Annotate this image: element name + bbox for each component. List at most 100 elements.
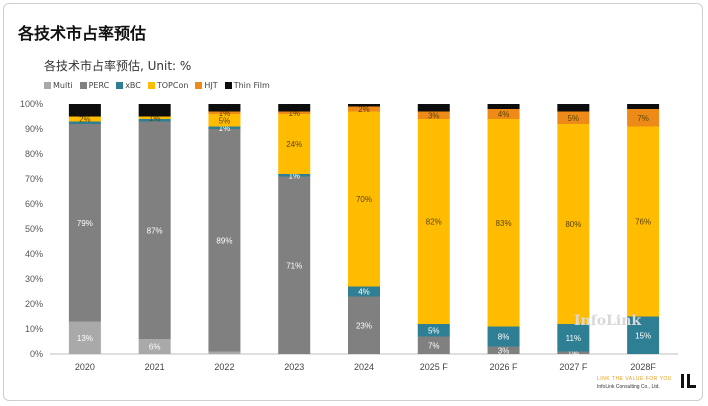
data-label: 2% bbox=[79, 115, 91, 124]
x-tick-label: 2020 bbox=[75, 362, 95, 372]
data-label: 76% bbox=[635, 218, 651, 227]
bar-segment-thin-film bbox=[417, 104, 450, 112]
data-label: 1% bbox=[219, 109, 231, 118]
y-tick-label: 20% bbox=[25, 299, 43, 309]
data-label: 1% bbox=[149, 114, 161, 123]
y-tick-label: 70% bbox=[25, 174, 43, 184]
legend-swatch bbox=[44, 82, 51, 89]
bar-segment-thin-film bbox=[68, 104, 101, 117]
legend-label: HJT bbox=[204, 81, 218, 90]
data-label: 5% bbox=[568, 114, 580, 123]
bar-segment-perc bbox=[557, 351, 590, 354]
data-label: 2% bbox=[358, 105, 370, 114]
legend-swatch bbox=[224, 82, 232, 89]
bar-segment-thin-film bbox=[627, 104, 660, 109]
infolink-logo-icon bbox=[681, 374, 696, 388]
data-label: 11% bbox=[566, 334, 581, 343]
bar-segment-xbc bbox=[278, 174, 311, 177]
data-label: 7% bbox=[428, 341, 440, 350]
legend-item-multi: Multi bbox=[44, 81, 73, 90]
data-label: 7% bbox=[637, 114, 649, 123]
bar-segment-xbc bbox=[138, 119, 171, 122]
bar-segment-multi bbox=[138, 339, 171, 354]
data-label: 5% bbox=[219, 116, 231, 125]
data-label: 87% bbox=[147, 226, 163, 235]
data-label: 70% bbox=[356, 195, 372, 204]
data-label: 83% bbox=[496, 219, 512, 228]
y-tick-label: 30% bbox=[25, 274, 43, 284]
bar-segment-multi bbox=[68, 321, 101, 354]
data-label: 6% bbox=[149, 343, 161, 352]
bar-segment-multi bbox=[208, 351, 241, 354]
bar-segment-thin-film bbox=[557, 104, 590, 112]
x-tick-label: 2028F bbox=[630, 362, 656, 372]
y-tick-label: 10% bbox=[25, 324, 43, 334]
chart-legend: Multi PERC xBC TOPCon HJT Thin Film bbox=[44, 81, 270, 90]
bar-segment-hjt bbox=[208, 111, 241, 114]
legend-item-perc: PERC bbox=[79, 81, 109, 90]
bar-segment-topcon bbox=[487, 119, 520, 327]
data-label: 89% bbox=[216, 236, 232, 245]
data-label: 1% bbox=[568, 349, 580, 358]
bar-segment-xbc bbox=[68, 121, 101, 124]
bar-segment-thin-film bbox=[208, 104, 241, 112]
bar-segment-hjt bbox=[487, 109, 520, 119]
y-tick-label: 60% bbox=[25, 199, 43, 209]
bar-segment-xbc bbox=[627, 316, 660, 354]
bar-segment-topcon bbox=[68, 116, 101, 122]
bar-segment-xbc bbox=[348, 286, 380, 297]
data-label: 24% bbox=[286, 140, 302, 149]
data-label: 4% bbox=[358, 288, 370, 297]
y-tick-label: 80% bbox=[25, 149, 43, 159]
legend-label: TOPCon bbox=[156, 81, 189, 90]
bar-segment-hjt bbox=[557, 111, 590, 124]
bar-segment-perc bbox=[348, 296, 380, 354]
bar-segment-thin-film bbox=[138, 104, 171, 117]
bar-segment-hjt bbox=[278, 111, 311, 114]
bar-segment-perc bbox=[208, 129, 241, 352]
bar-segment-topcon bbox=[348, 111, 380, 287]
data-label: 4% bbox=[498, 110, 510, 119]
bar-segment-hjt bbox=[417, 111, 450, 119]
bar-segment-perc bbox=[278, 176, 311, 354]
bar-segment-perc bbox=[417, 336, 450, 354]
bar-segment-hjt bbox=[348, 106, 380, 112]
bar-segment-topcon bbox=[278, 114, 311, 174]
bar-segment-xbc bbox=[417, 324, 450, 337]
bar-segment-thin-film bbox=[487, 104, 520, 109]
legend-item-topcon: TOPCon bbox=[147, 81, 189, 90]
bar-segment-perc bbox=[138, 121, 171, 339]
data-label: 8% bbox=[498, 333, 510, 342]
bar-segment-topcon bbox=[627, 126, 660, 317]
bar-segment-xbc bbox=[557, 324, 590, 352]
bar-segment-topcon bbox=[557, 124, 590, 324]
data-label: 1% bbox=[288, 109, 300, 118]
bar-segment-thin-film bbox=[348, 104, 380, 107]
bar-segment-topcon bbox=[208, 114, 241, 127]
x-tick-label: 2024 bbox=[354, 362, 374, 372]
bar-segment-topcon bbox=[417, 119, 450, 324]
legend-swatch bbox=[195, 82, 203, 89]
bar-segment-perc bbox=[68, 124, 101, 322]
legend-item-thin-film: Thin Film bbox=[224, 81, 270, 90]
y-tick-label: 40% bbox=[25, 249, 43, 259]
data-label: 13% bbox=[77, 334, 93, 343]
data-label: 5% bbox=[428, 326, 440, 335]
data-label: 82% bbox=[426, 218, 442, 227]
data-label: 1% bbox=[288, 171, 300, 180]
data-label: 3% bbox=[498, 346, 510, 355]
legend-swatch bbox=[147, 82, 155, 89]
y-tick-label: 50% bbox=[25, 224, 43, 234]
x-tick-label: 2022 bbox=[214, 362, 234, 372]
data-label: 71% bbox=[286, 261, 302, 270]
bar-segment-thin-film bbox=[278, 104, 311, 112]
data-label: 3% bbox=[428, 111, 440, 120]
company-name: InfoLink Consulting Co., Ltd. bbox=[597, 384, 660, 390]
y-tick-label: 100% bbox=[20, 99, 43, 109]
bar-segment-perc bbox=[487, 346, 520, 354]
x-tick-label: 2027 F bbox=[559, 362, 588, 372]
bar-segment-xbc bbox=[208, 126, 241, 129]
legend-item-hjt: HJT bbox=[195, 81, 218, 90]
data-label: 23% bbox=[356, 321, 372, 330]
